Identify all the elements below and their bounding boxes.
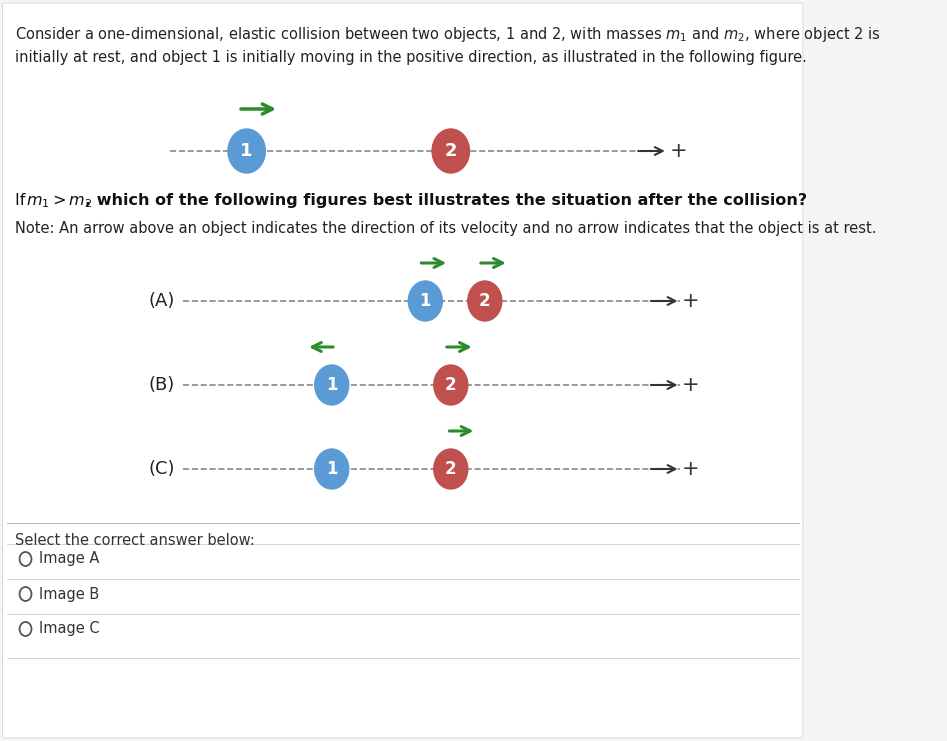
- Text: 1: 1: [326, 460, 337, 478]
- Text: 2: 2: [444, 142, 457, 160]
- Circle shape: [314, 449, 348, 489]
- Circle shape: [20, 552, 31, 566]
- Circle shape: [20, 587, 31, 601]
- Text: (C): (C): [149, 460, 175, 478]
- Text: Consider a one-dimensional, elastic collision between two objects, 1 and 2, with: Consider a one-dimensional, elastic coll…: [15, 25, 881, 65]
- Text: Image C: Image C: [39, 622, 99, 637]
- Text: 1: 1: [241, 142, 253, 160]
- Text: 1: 1: [420, 292, 431, 310]
- Circle shape: [468, 281, 502, 321]
- Text: Image A: Image A: [39, 551, 99, 567]
- Text: Image B: Image B: [39, 586, 99, 602]
- Text: 1: 1: [326, 376, 337, 394]
- Text: +: +: [682, 375, 700, 395]
- Circle shape: [228, 129, 265, 173]
- Circle shape: [434, 365, 468, 405]
- Text: $m_1 > m_2$: $m_1 > m_2$: [26, 193, 92, 210]
- Text: (B): (B): [149, 376, 175, 394]
- Text: , which of the following figures best illustrates the situation after the collis: , which of the following figures best il…: [85, 193, 807, 208]
- Circle shape: [20, 622, 31, 636]
- FancyBboxPatch shape: [3, 3, 803, 738]
- Text: +: +: [682, 291, 700, 311]
- Text: +: +: [670, 141, 687, 161]
- Text: 2: 2: [479, 292, 491, 310]
- Text: (A): (A): [149, 292, 175, 310]
- Text: 2: 2: [445, 376, 456, 394]
- Text: Note: An arrow above an object indicates the direction of its velocity and no ar: Note: An arrow above an object indicates…: [15, 221, 877, 236]
- Circle shape: [432, 129, 470, 173]
- Text: If: If: [15, 193, 31, 208]
- Text: Select the correct answer below:: Select the correct answer below:: [15, 533, 255, 548]
- Circle shape: [314, 365, 348, 405]
- Text: +: +: [682, 459, 700, 479]
- Circle shape: [434, 449, 468, 489]
- Text: 2: 2: [445, 460, 456, 478]
- Circle shape: [408, 281, 442, 321]
